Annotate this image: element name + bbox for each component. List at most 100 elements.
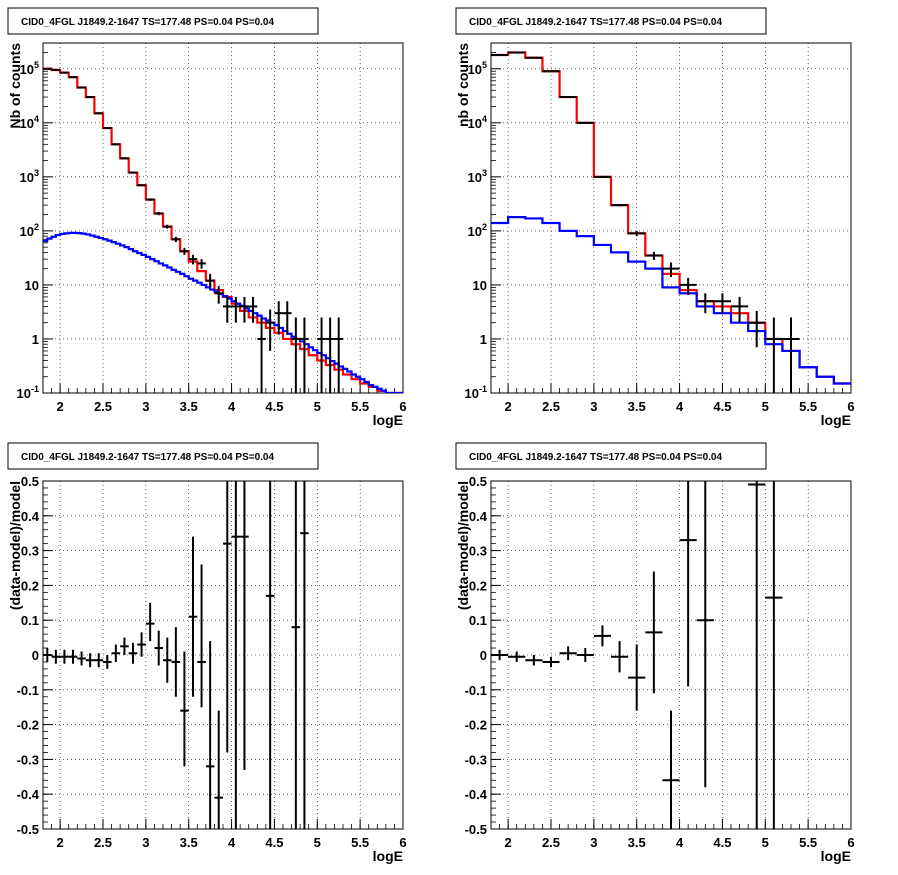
y-tick-label: 103	[468, 168, 487, 185]
x-tick-label: 2	[57, 835, 64, 850]
data-point	[223, 296, 232, 323]
y-tick-label: -0.1	[17, 683, 39, 698]
data-point	[611, 641, 629, 673]
plot-frame	[490, 42, 852, 394]
data-point	[748, 481, 766, 829]
data-point	[300, 317, 309, 393]
x-tick-label: 4.5	[265, 399, 283, 414]
y-tick-label: 0.4	[21, 509, 40, 524]
data-point	[145, 602, 155, 642]
data-point	[171, 236, 181, 243]
data-point	[77, 86, 86, 89]
x-tick-label: 3	[142, 399, 149, 414]
x-tick-label: 6	[399, 399, 406, 414]
data-point	[103, 655, 112, 669]
x-tick-label: 5	[314, 835, 321, 850]
data-point	[163, 637, 172, 683]
x-tick-label: 2.5	[94, 399, 112, 414]
data-point	[94, 653, 103, 668]
x-tick-label: 2	[505, 835, 512, 850]
x-tick-label: 5.5	[351, 399, 369, 414]
data-point	[679, 277, 697, 296]
y-tick-label: 1	[480, 332, 487, 347]
y-tick-label: 0.2	[21, 578, 39, 593]
data-point	[231, 481, 241, 829]
data-point	[68, 649, 78, 664]
histogram-series-2	[491, 216, 851, 385]
data-points	[43, 481, 309, 829]
histogram-series-1	[491, 51, 851, 385]
data-point	[240, 481, 249, 770]
title-box	[455, 442, 767, 470]
data-point	[257, 317, 266, 393]
x-tick-label: 3.5	[180, 835, 198, 850]
data-points	[491, 51, 800, 393]
data-point	[214, 710, 223, 829]
data-point	[696, 293, 714, 314]
data-point	[77, 651, 86, 666]
y-axis-title: (data-model)/model	[455, 481, 471, 610]
y-tick-label: 102	[468, 222, 487, 239]
x-tick-label: 3.5	[180, 399, 198, 414]
data-point	[265, 481, 275, 829]
data-point	[120, 157, 129, 160]
y-tick-label: 104	[468, 114, 487, 131]
data-point	[317, 317, 326, 393]
x-tick-label: 4.5	[713, 399, 731, 414]
x-tick-label: 5.5	[799, 399, 817, 414]
data-point	[679, 481, 697, 687]
data-point	[94, 112, 103, 115]
y-tick-label: -0.4	[17, 787, 40, 802]
data-point	[205, 641, 215, 829]
x-tick-label: 3.5	[628, 835, 646, 850]
data-point	[765, 317, 783, 393]
x-tick-label: 5.5	[351, 835, 369, 850]
y-tick-label: 10-1	[465, 384, 487, 401]
y-tick-label: 10	[473, 278, 487, 293]
data-point	[713, 293, 731, 314]
data-point	[85, 653, 95, 668]
data-point	[542, 70, 560, 73]
data-point	[325, 317, 335, 393]
data-point	[274, 301, 283, 335]
y-tick-label: -0.4	[465, 787, 488, 802]
y-tick-label: 0.5	[21, 474, 39, 489]
x-tick-label: 4.5	[713, 835, 731, 850]
histogram-series-1	[43, 67, 403, 393]
data-point	[782, 317, 800, 393]
data-point	[197, 564, 206, 708]
data-point	[180, 651, 189, 767]
title-box	[7, 442, 319, 470]
x-tick-label: 6	[847, 835, 854, 850]
y-tick-label: -0.3	[465, 752, 487, 767]
data-point	[645, 251, 663, 260]
y-tick-label: -0.1	[465, 683, 487, 698]
y-tick-label: 103	[20, 168, 39, 185]
x-tick-label: 6	[847, 399, 854, 414]
data-point	[51, 649, 61, 664]
chart-panel-3: CID0_4FGL J1849.2-1647 TS=177.48 PS=0.04…	[7, 442, 407, 864]
x-tick-label: 5	[314, 399, 321, 414]
x-tick-label: 3	[142, 835, 149, 850]
data-point	[628, 644, 646, 711]
y-tick-label: -0.2	[17, 718, 39, 733]
chart-title: CID0_4FGL J1849.2-1647 TS=177.48 PS=0.04…	[21, 17, 274, 28]
y-tick-label: -0.5	[17, 822, 39, 837]
x-axis-title: logE	[373, 848, 403, 864]
data-point	[137, 184, 146, 187]
data-point	[748, 310, 766, 348]
title-box	[455, 7, 767, 35]
data-point	[60, 71, 69, 74]
x-tick-label: 2.5	[94, 835, 112, 850]
title-box	[7, 7, 319, 35]
data-point	[60, 649, 69, 664]
y-tick-label: 10	[25, 278, 39, 293]
data-point	[214, 286, 223, 304]
data-point	[525, 655, 543, 666]
y-tick-label: 0.1	[21, 613, 39, 628]
x-tick-label: 6	[399, 835, 406, 850]
x-tick-label: 3	[590, 835, 597, 850]
data-point	[240, 296, 249, 323]
y-tick-label: -0.3	[17, 752, 39, 767]
data-point	[559, 646, 577, 661]
